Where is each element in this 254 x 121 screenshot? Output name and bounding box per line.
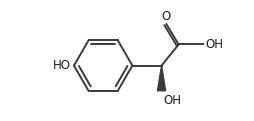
Text: O: O: [161, 10, 170, 23]
Text: HO: HO: [53, 59, 70, 72]
Text: OH: OH: [204, 38, 223, 51]
Polygon shape: [157, 66, 165, 91]
Text: OH: OH: [163, 94, 181, 107]
